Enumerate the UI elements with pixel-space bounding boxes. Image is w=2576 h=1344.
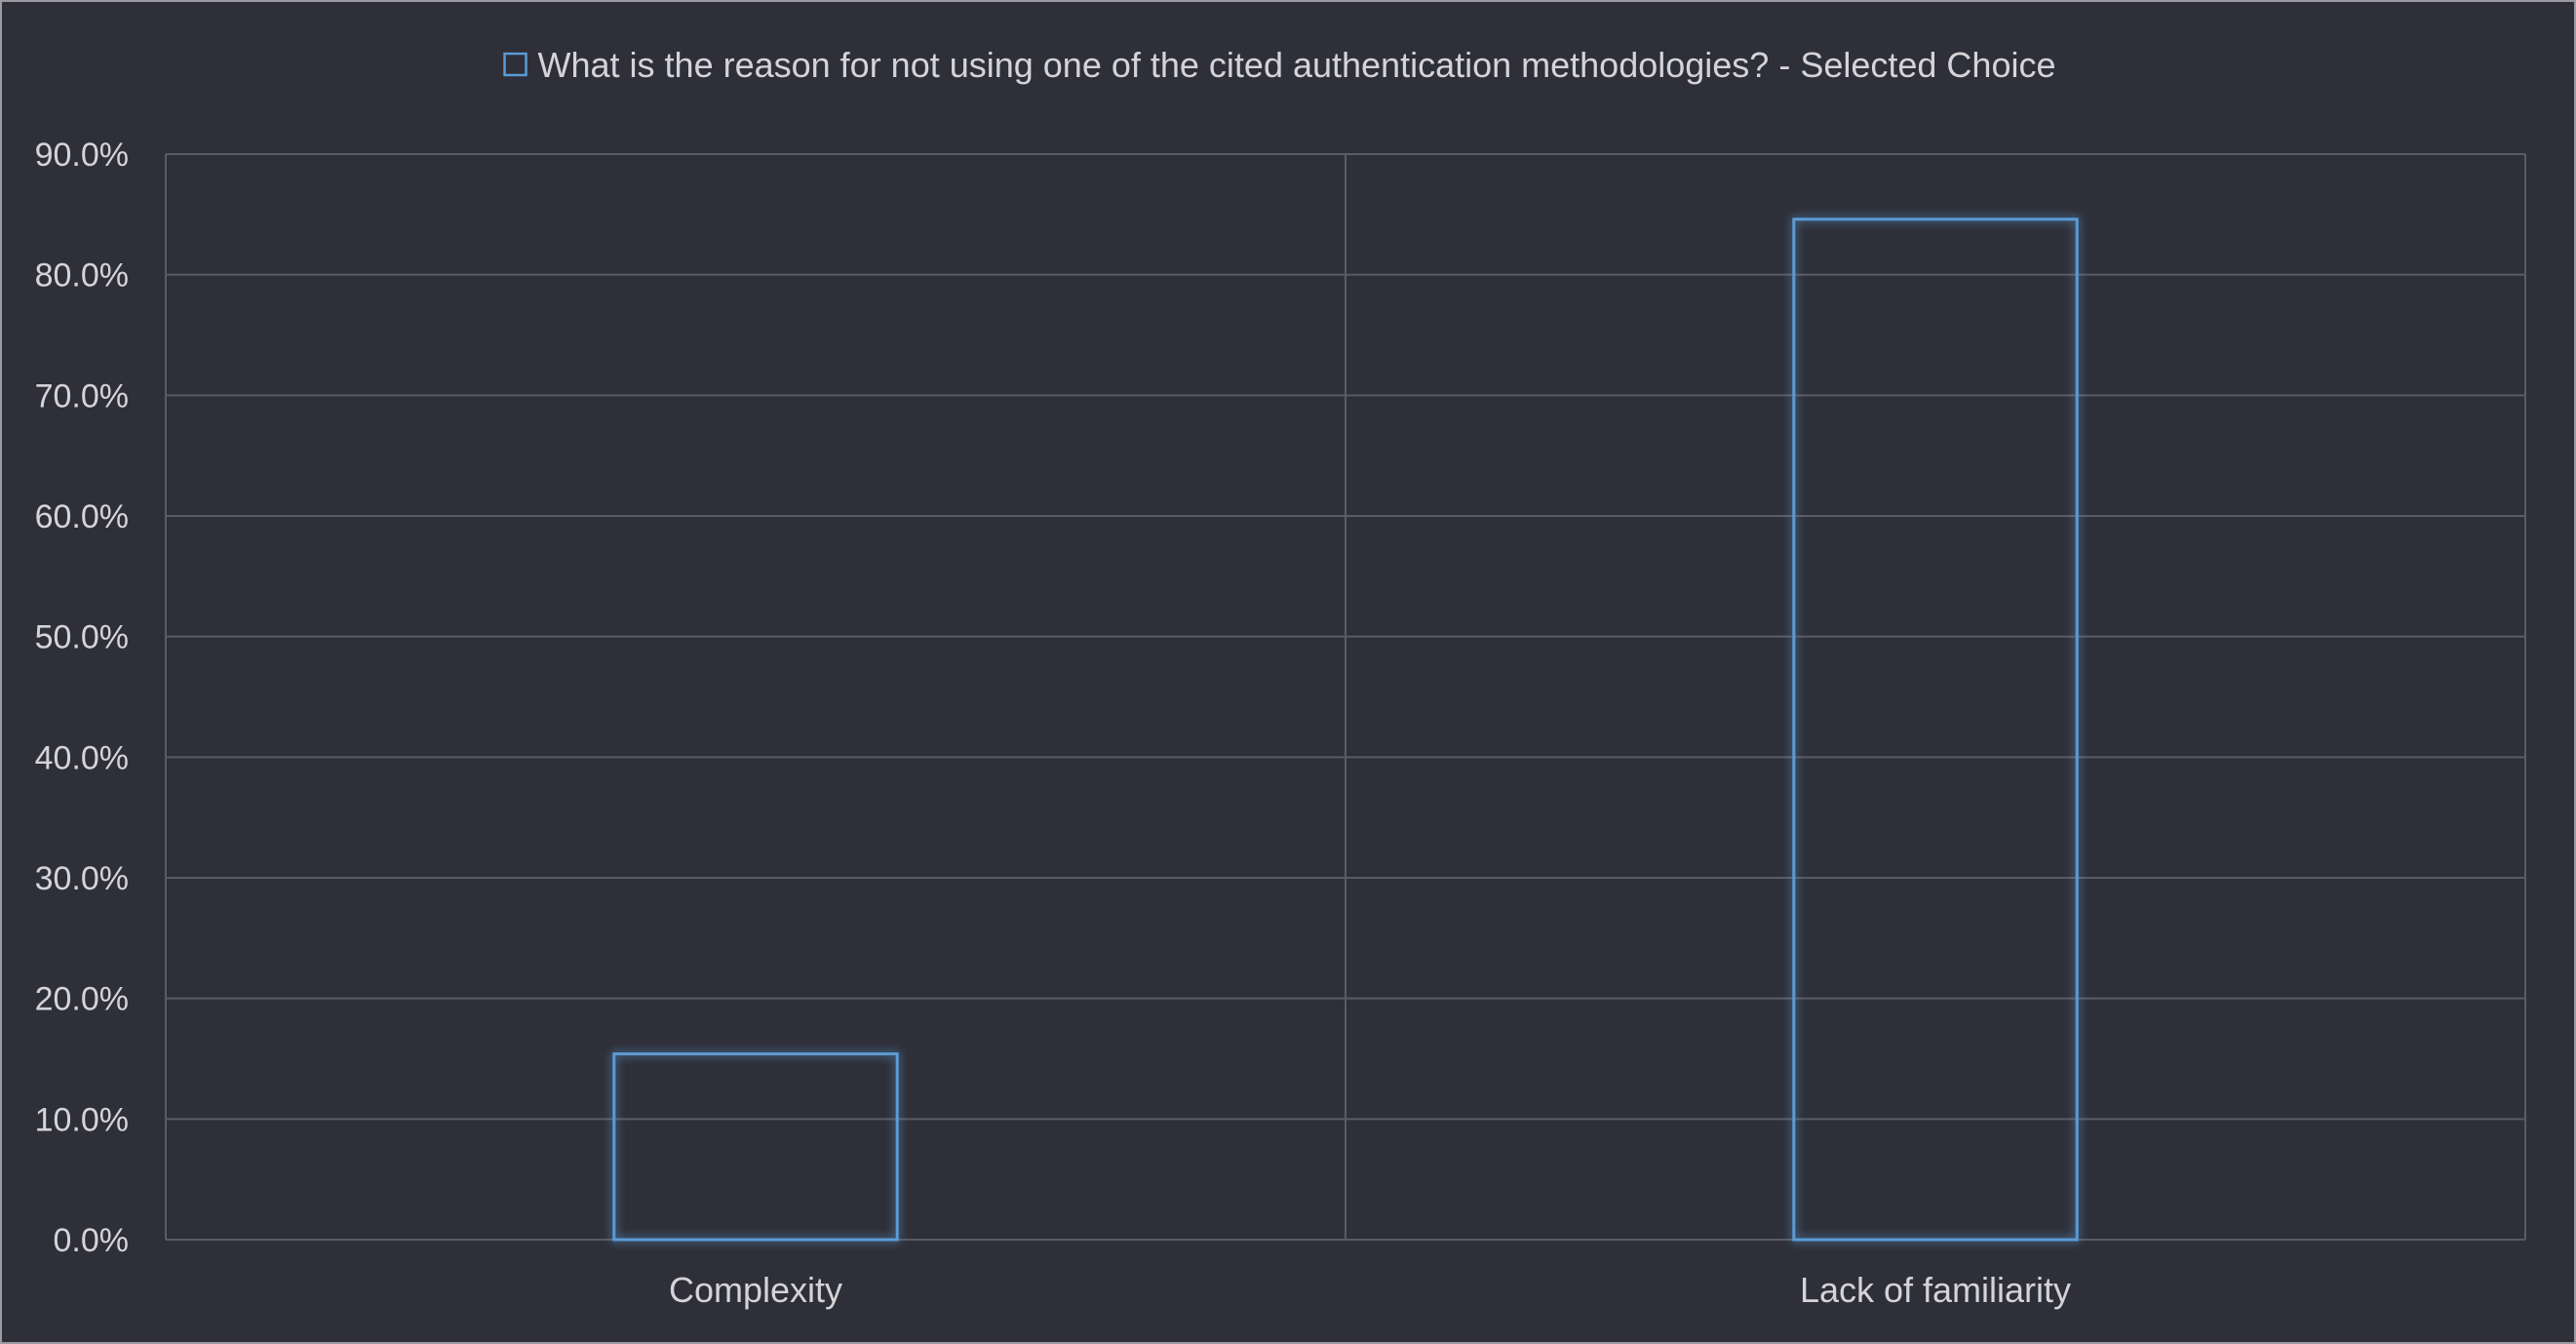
y-tick-label: 90.0% <box>35 137 129 174</box>
y-tick-label: 50.0% <box>35 619 129 656</box>
bar-lack-of-familiarity <box>1792 217 2079 1242</box>
y-tick-label: 30.0% <box>35 860 129 897</box>
bar-complexity <box>612 1052 899 1242</box>
y-tick-label: 80.0% <box>35 257 129 295</box>
y-tick-label: 40.0% <box>35 739 129 776</box>
y-tick-label: 60.0% <box>35 498 129 535</box>
y-tick-label: 0.0% <box>54 1222 130 1259</box>
x-category-label: Lack of familiarity <box>1800 1270 2071 1310</box>
bars <box>612 217 2079 1242</box>
x-category-label: Complexity <box>669 1270 842 1310</box>
y-tick-label: 70.0% <box>35 377 129 415</box>
gridlines <box>165 153 2526 1241</box>
y-axis-ticks: 0.0% 10.0% 20.0% 30.0% 40.0% 50.0% 60.0% 70.0% 8… <box>35 137 129 1259</box>
x-axis-labels: Complexity Lack of familiarity <box>669 1270 2071 1310</box>
y-tick-label: 20.0% <box>35 981 129 1018</box>
legend-swatch <box>503 52 527 77</box>
legend: What is the reason for not using one of … <box>503 45 2056 85</box>
y-tick-label: 10.0% <box>35 1101 129 1138</box>
legend-label: What is the reason for not using one of … <box>538 45 2056 85</box>
